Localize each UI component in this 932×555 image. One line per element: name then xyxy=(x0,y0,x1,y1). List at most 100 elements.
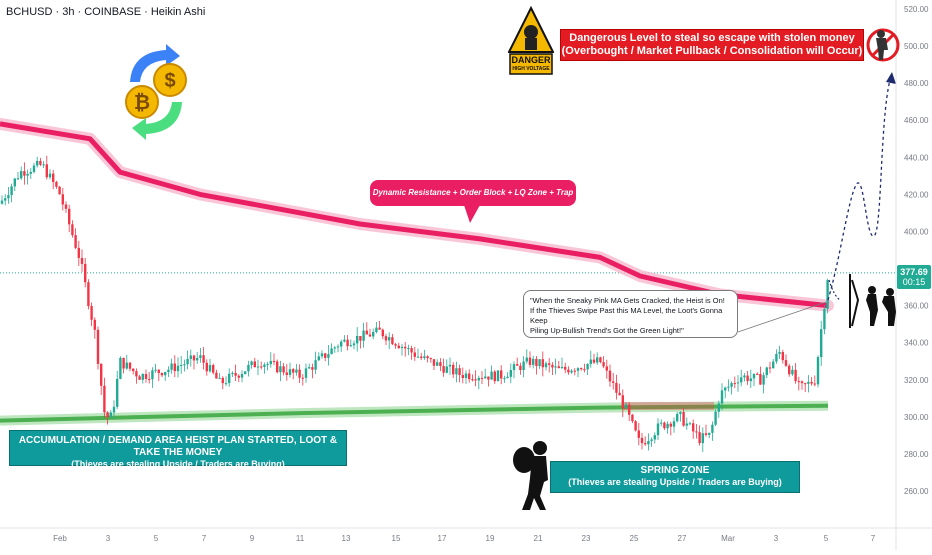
crypto-exchange-icon: ₿ $ xyxy=(120,42,192,140)
candle-body xyxy=(656,423,660,436)
candle-body xyxy=(548,363,551,365)
x-tick-label: 11 xyxy=(296,534,305,543)
candle-body xyxy=(384,336,388,341)
candle-body xyxy=(247,364,250,372)
candle-body xyxy=(55,182,58,187)
candle-body xyxy=(445,366,448,373)
candle-body xyxy=(826,280,829,309)
candle-body xyxy=(42,164,45,166)
candle-body xyxy=(378,327,381,330)
candle-body xyxy=(208,365,212,372)
accumulation-subtitle: (Thieves are stealing Upside / Traders a… xyxy=(71,459,285,469)
candle-body xyxy=(298,369,301,378)
candle-body xyxy=(228,373,231,384)
candle-body xyxy=(240,374,244,378)
candle-body xyxy=(512,364,516,371)
candle-body xyxy=(516,364,519,366)
candle-body xyxy=(746,375,749,382)
danger-sign-bottom: HIGH VOLTAGE xyxy=(512,66,550,72)
candle-body xyxy=(400,346,404,349)
candle-body xyxy=(324,353,327,358)
candle-body xyxy=(336,346,340,348)
candle-body xyxy=(567,369,570,373)
candle-body xyxy=(48,173,52,178)
candle-body xyxy=(68,208,71,225)
candle-body xyxy=(256,366,260,368)
candle-body xyxy=(509,370,512,377)
candle-body xyxy=(260,366,263,368)
candle-body xyxy=(176,365,180,372)
candle-body xyxy=(711,424,714,433)
candle-body xyxy=(740,377,743,383)
candle-body xyxy=(730,383,733,387)
candle-body xyxy=(189,355,192,359)
candle-body xyxy=(320,353,324,357)
candle-body xyxy=(272,360,276,362)
candle-body xyxy=(528,357,532,365)
candle-body xyxy=(263,364,266,367)
candle-body xyxy=(420,356,423,359)
candle-body xyxy=(596,357,599,363)
candle-body xyxy=(599,357,602,363)
candle-body xyxy=(820,329,823,358)
candle-body xyxy=(672,421,676,427)
candle-body xyxy=(532,358,535,365)
candle-body xyxy=(762,375,765,385)
candle-body xyxy=(429,358,432,360)
candle-body xyxy=(426,356,429,359)
candle-body xyxy=(666,423,669,429)
candle-body xyxy=(362,330,365,341)
candle-body xyxy=(810,381,813,384)
candle-body xyxy=(77,247,80,258)
candle-body xyxy=(781,352,784,361)
candle-body xyxy=(628,404,631,415)
candle-body xyxy=(333,347,336,349)
danger-level-box: Dangerous Level to steal so escape with … xyxy=(560,29,864,61)
candle-body xyxy=(212,365,215,373)
candle-body xyxy=(151,370,154,380)
y-tick-label: 520.00 xyxy=(904,5,929,14)
candle-body xyxy=(244,371,247,375)
candle-body xyxy=(192,355,196,361)
candle-body xyxy=(708,432,711,435)
candle-body xyxy=(202,355,205,363)
spring-zone-subtitle: (Thieves are stealing Upside / Traders a… xyxy=(568,477,782,487)
x-tick-label: 3 xyxy=(106,534,111,543)
last-price-badge: 377.69 00:15 xyxy=(897,265,931,289)
candle-body xyxy=(90,306,93,320)
candle-body xyxy=(474,379,477,381)
candle-body xyxy=(442,366,445,373)
pink-ma-band xyxy=(0,117,834,312)
candle-body xyxy=(276,361,279,373)
candle-body xyxy=(16,178,20,180)
heist-quote-callout: "When the Sneaky Pink MA Gets Cracked, t… xyxy=(523,290,738,338)
candle-body xyxy=(743,375,746,378)
candle-body xyxy=(564,366,567,370)
last-price-value: 377.69 xyxy=(900,267,928,277)
candle-body xyxy=(679,412,682,414)
y-tick-label: 300.00 xyxy=(904,413,929,422)
candle-body xyxy=(221,377,224,384)
candle-body xyxy=(109,412,112,418)
candle-body xyxy=(52,173,55,183)
x-tick-label: 21 xyxy=(534,534,543,543)
candle-body xyxy=(634,421,637,431)
candle-body xyxy=(119,357,122,379)
candle-body xyxy=(103,385,106,413)
candle-body xyxy=(592,359,596,363)
candle-body xyxy=(423,356,426,359)
candle-body xyxy=(96,329,100,364)
candle-body xyxy=(615,382,618,393)
candle-body xyxy=(458,368,461,375)
candle-body xyxy=(416,356,420,358)
candle-body xyxy=(576,368,580,371)
candle-body xyxy=(522,361,525,371)
x-tick-label: Feb xyxy=(53,534,67,543)
y-tick-label: 260.00 xyxy=(904,487,929,496)
x-tick-label: 15 xyxy=(392,534,401,543)
candle-body xyxy=(640,437,644,444)
candle-body xyxy=(807,381,810,384)
candle-body xyxy=(125,362,128,369)
y-tick-label: 440.00 xyxy=(904,153,929,162)
